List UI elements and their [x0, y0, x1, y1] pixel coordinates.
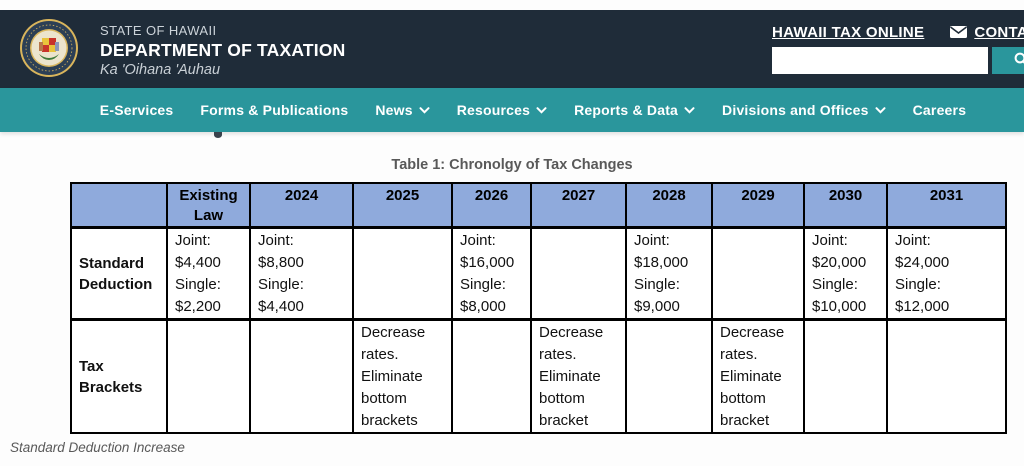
row-label: Standard Deduction	[70, 226, 168, 321]
nav-item-reports-data[interactable]: Reports & Data	[574, 102, 695, 118]
chevron-down-icon	[684, 106, 695, 114]
nav-item-forms-publications[interactable]: Forms & Publications	[200, 102, 348, 118]
column-header-2024: 2024	[249, 182, 354, 229]
column-header-2026: 2026	[451, 182, 532, 229]
chevron-down-icon	[419, 106, 430, 114]
table-cell	[166, 318, 251, 434]
agency-state-line: STATE OF HAWAII	[100, 23, 217, 38]
table-cell	[352, 226, 453, 321]
table-cell	[625, 318, 713, 434]
nav-label: Forms & Publications	[200, 102, 349, 118]
table-cell: Decrease rates. Eliminate bottom bracket	[530, 318, 627, 434]
column-header-2030: 2030	[803, 182, 888, 229]
search-icon	[1015, 52, 1024, 63]
nav-item-news[interactable]: News	[375, 102, 430, 118]
nav-label: Resources	[456, 102, 531, 118]
section-heading-standard-deduction-increase: Standard Deduction Increase	[10, 440, 185, 455]
tax-changes-table: Existing Law 2024 2025 2026 2027 2028 20…	[70, 182, 1007, 434]
nav-item-divisions-offices[interactable]: Divisions and Offices	[722, 102, 886, 118]
table-row-tax-brackets: Tax Brackets Decrease rates. Eliminate b…	[70, 318, 1007, 434]
table-cell: Joint: $18,000 Single: $9,000	[625, 226, 713, 321]
main-navigation: E-Services Forms & Publications News Res…	[0, 88, 1024, 132]
nav-item-e-services[interactable]: E-Services	[100, 102, 174, 118]
table-cell: Joint: $16,000 Single: $8,000	[451, 226, 532, 321]
table-cell	[711, 226, 805, 321]
table-cell	[803, 318, 888, 434]
clipped-text-fragment	[214, 132, 222, 138]
table-cell: Joint: $20,000 Single: $10,000	[803, 226, 888, 321]
table-cell	[886, 318, 1007, 434]
nav-label: E-Services	[99, 102, 174, 118]
nav-label: Divisions and Offices	[722, 102, 869, 118]
site-search	[772, 47, 1024, 74]
chevron-down-icon	[875, 106, 886, 114]
envelope-icon	[950, 26, 968, 38]
site-header: STATE OF HAWAII DEPARTMENT OF TAXATION K…	[0, 10, 1024, 88]
table-header-row: Existing Law 2024 2025 2026 2027 2028 20…	[70, 182, 1007, 229]
table-cell: Joint: $8,800 Single: $4,400	[249, 226, 354, 321]
header-utility-links: HAWAII TAX ONLINE CONTACT US	[772, 24, 1024, 42]
table-cell	[530, 226, 627, 321]
search-input[interactable]	[772, 47, 988, 74]
table-cell	[249, 318, 354, 434]
table-cell: Joint: $4,400 Single: $2,200	[166, 226, 251, 321]
nav-label: Reports & Data	[574, 102, 679, 118]
search-button[interactable]	[992, 47, 1024, 74]
row-label: Tax Brackets	[70, 318, 168, 434]
nav-item-careers[interactable]: Careers	[913, 102, 967, 118]
table-row-standard-deduction: Standard Deduction Joint: $4,400 Single:…	[70, 226, 1007, 321]
chevron-down-icon	[536, 106, 547, 114]
agency-title-block: STATE OF HAWAII DEPARTMENT OF TAXATION K…	[100, 23, 346, 79]
table-cell: Decrease rates. Eliminate bottom bracket…	[352, 318, 453, 434]
table-cell: Joint: $24,000 Single: $12,000	[886, 226, 1007, 321]
column-header-2029: 2029	[711, 182, 805, 229]
nav-item-resources[interactable]: Resources	[457, 102, 547, 118]
nav-label: Careers	[912, 102, 967, 118]
column-header-2028: 2028	[625, 182, 713, 229]
table-cell: Decrease rates. Eliminate bottom bracket	[711, 318, 805, 434]
agency-hawaiian-name: Ka 'Oihana 'Auhau	[100, 61, 221, 78]
table-title: Table 1: Chronolgy of Tax Changes	[391, 157, 633, 173]
column-header-blank	[70, 182, 168, 229]
column-header-existing-law: Existing Law	[166, 182, 251, 229]
table-cell	[451, 318, 532, 434]
contact-link[interactable]: CONTACT US	[950, 24, 1024, 41]
hawaii-tax-online-link[interactable]: HAWAII TAX ONLINE	[772, 24, 925, 41]
contact-link-label: CONTACT US	[974, 24, 1024, 41]
hawaii-state-seal-logo	[20, 19, 78, 77]
nav-label: News	[375, 102, 413, 118]
column-header-2025: 2025	[352, 182, 453, 229]
column-header-2031: 2031	[886, 182, 1007, 229]
column-header-2027: 2027	[530, 182, 627, 229]
agency-department-name: DEPARTMENT OF TAXATION	[100, 39, 346, 60]
